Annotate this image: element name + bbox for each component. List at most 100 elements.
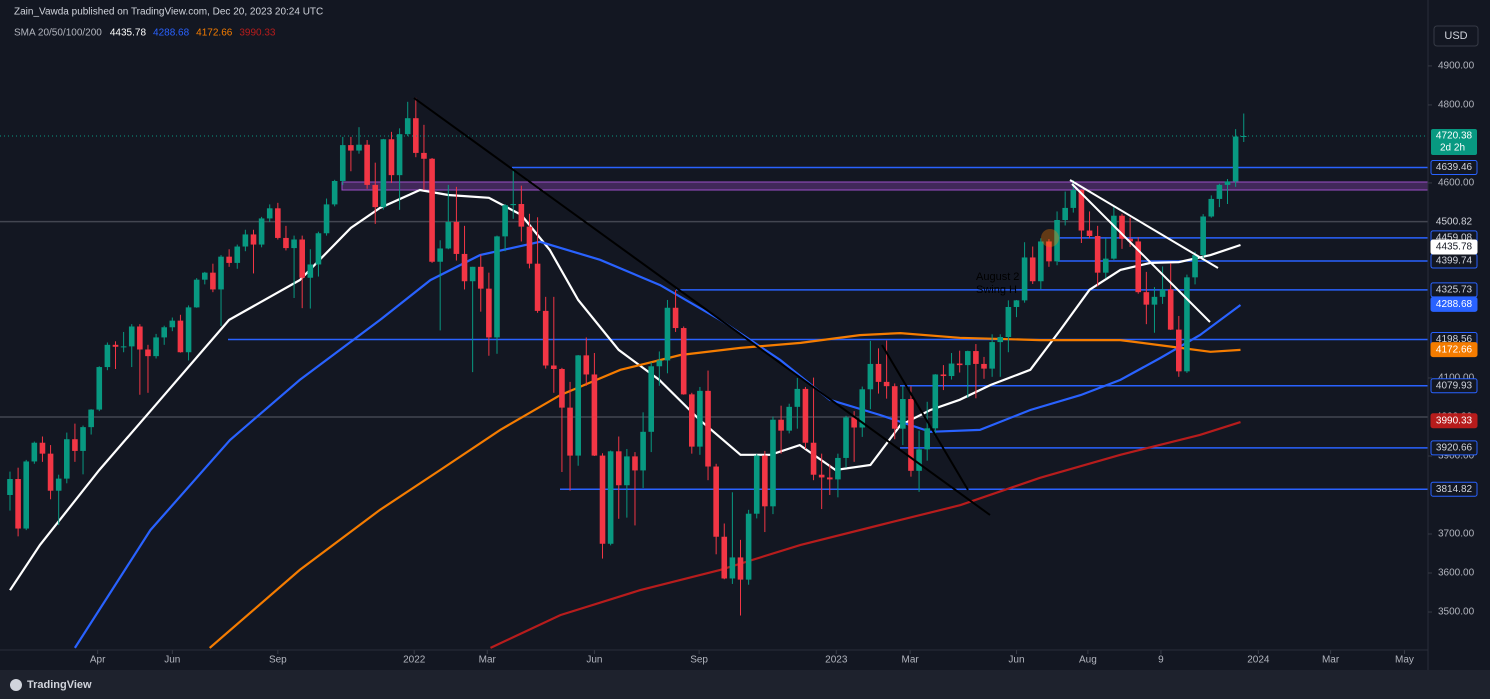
currency-button[interactable] [1433,25,1479,47]
x-tick-label: Sep [269,655,287,666]
price-label: 4079.93 [1436,380,1473,391]
candle-body [1200,216,1206,256]
legend-value: 4288.68 [153,28,190,39]
x-tick-label: May [1395,655,1414,666]
price-label: 4435.78 [1436,242,1473,253]
candle-body [534,263,541,311]
candle-body [437,248,443,262]
candle-body [948,363,955,377]
candle-body [745,513,752,580]
currency[interactable]: USD [1444,30,1467,42]
candle-body [1167,289,1174,330]
candle-body [956,363,963,366]
candle-body [770,419,776,507]
price-label: 4172.66 [1436,344,1473,355]
candle-body [339,145,346,181]
candle-body [226,256,232,263]
candle-body [177,320,184,353]
candle-body [989,342,995,369]
candle-body [486,288,492,338]
candle-body [331,180,338,205]
price-label: 4198.56 [1436,334,1473,345]
candle-body [1038,241,1044,282]
candle-body [1054,220,1060,262]
price-label: 4325.73 [1436,285,1473,296]
candle-body [1216,184,1223,199]
y-tick-label: 3600.00 [1438,568,1475,579]
candle-body [250,234,257,245]
candle-body [477,266,484,289]
y-tick-label: 3700.00 [1438,529,1475,540]
candle-body [1232,136,1239,182]
y-tick-label: 4800.00 [1438,100,1475,111]
candle-body [591,374,598,456]
y-tick-label: 4100.00 [1438,373,1475,384]
candle-body [794,388,801,407]
candle-body [721,536,728,579]
candle-body [31,442,38,462]
plot-area [0,97,1428,649]
candle-body [145,349,151,357]
annotation: August 2 [976,271,1019,283]
annotation: Swing H [976,284,1017,296]
candle-body [567,407,573,456]
sma-line [490,421,1241,649]
candle-body [128,326,135,347]
price-label-box [1430,413,1478,429]
candle-body [275,208,281,238]
candle-body [762,455,768,507]
candle-body [859,389,866,428]
brand: TradingView [27,679,92,691]
candle-body [242,234,249,247]
candle-body [753,455,760,514]
candle-body [818,474,825,478]
candle-body [843,417,849,458]
candle-body [1224,181,1231,185]
candle-body [421,152,427,159]
last-price-box [1431,128,1477,155]
y-tick-label: 4600.00 [1438,178,1475,189]
candle-body [1192,255,1198,278]
x-tick-label: Aug [1079,655,1097,666]
candle-body [104,344,111,368]
candle-body [23,461,30,529]
candle-body [940,374,947,377]
candle-body [851,417,857,428]
candle-body [234,246,241,263]
legend-value: 4435.78 [110,28,147,39]
marker [1041,229,1059,247]
candle-body [96,367,103,410]
candle-body [1070,189,1077,208]
candle-body [169,320,176,328]
candle-body [997,337,1004,343]
candle-body [1119,215,1125,239]
candle-body [453,221,460,254]
candle-body [1094,235,1101,273]
candle-body [291,239,297,249]
candle-body [981,363,987,369]
candle-body [445,221,452,249]
candle-body [607,451,614,544]
candle-body [551,365,557,370]
price-label-box [1430,214,1478,230]
candle-body [1046,241,1052,262]
price-label-box [1430,239,1478,255]
candle-body [502,205,508,237]
candle-body [526,226,533,264]
price-label-box [1430,378,1478,394]
candle-body [916,449,922,471]
x-tick-label: 2024 [1247,655,1270,666]
candle-body [575,355,581,456]
price-label-box [1430,481,1478,497]
x-tick-label: Mar [1322,655,1340,666]
candle-body [218,256,224,290]
candle-body [323,204,330,234]
candle-body [185,307,192,353]
candle-body [778,419,784,431]
price-label: 4500.82 [1436,216,1473,227]
x-tick-label: 9 [1158,655,1164,666]
candle-body [1111,215,1117,259]
candle-body [1013,300,1020,307]
candle-body [1078,189,1085,231]
candle-body [680,328,687,395]
